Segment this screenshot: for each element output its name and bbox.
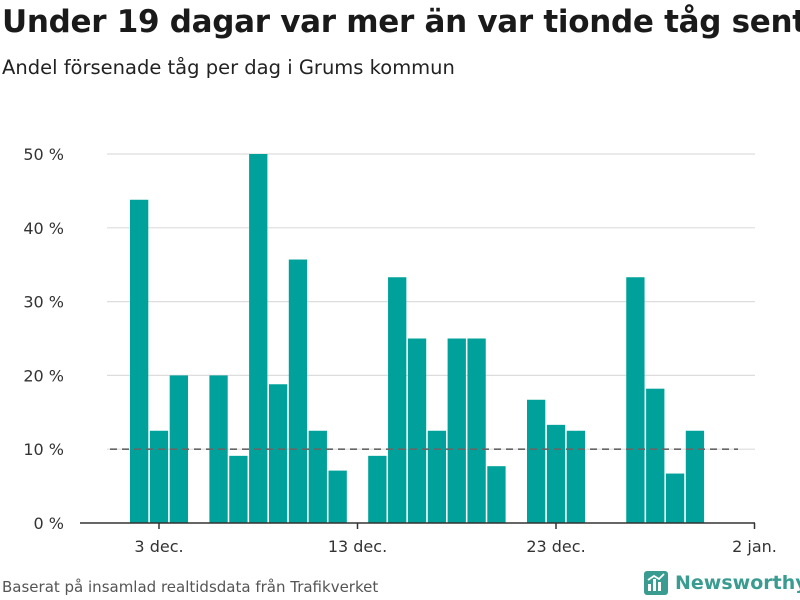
newsworthy-logo-icon: [644, 571, 668, 595]
bar: [149, 430, 169, 523]
bar: [249, 154, 268, 523]
source-note: Baserat på insamlad realtidsdata från Tr…: [2, 578, 379, 596]
newsworthy-logo-text: Newsworthy: [675, 572, 800, 594]
bar: [685, 430, 705, 523]
bar: [229, 455, 248, 523]
y-tick-label: 40 %: [23, 219, 64, 238]
bar: [368, 455, 387, 523]
bar: [427, 430, 447, 523]
bar: [646, 388, 665, 523]
x-tick-label: 2 jan.: [732, 537, 777, 556]
x-axis: [80, 522, 756, 529]
bar: [546, 424, 566, 523]
x-axis-labels: 3 dec. 13 dec. 23 dec. 2 jan.: [134, 537, 776, 556]
bar: [388, 277, 407, 523]
chart-subtitle: Andel försenade tåg per dag i Grums komm…: [2, 56, 455, 79]
y-tick-label: 10 %: [23, 440, 64, 459]
bar: [288, 259, 308, 523]
bar: [527, 399, 546, 523]
bar: [328, 470, 347, 523]
bar: [169, 375, 188, 523]
y-axis-labels: 0 % 10 % 20 % 30 % 40 % 50 %: [23, 145, 64, 533]
x-tick-label: 13 dec.: [328, 537, 387, 556]
bar: [487, 466, 506, 523]
bar: [447, 338, 466, 523]
y-tick-label: 50 %: [23, 145, 64, 164]
bar: [407, 338, 427, 523]
chart-title: Under 19 dagar var mer än var tionde tåg…: [2, 4, 800, 40]
bar: [268, 384, 288, 523]
bar: [467, 338, 486, 523]
x-tick-label: 23 dec.: [526, 537, 585, 556]
bar: [665, 473, 685, 523]
bar: [626, 277, 645, 523]
bars: [130, 154, 705, 524]
y-tick-label: 20 %: [23, 366, 64, 385]
y-tick-label: 0 %: [34, 514, 64, 533]
bar: [566, 430, 585, 523]
bar: [308, 430, 327, 523]
y-tick-label: 30 %: [23, 293, 64, 312]
x-tick-label: 3 dec.: [134, 537, 183, 556]
newsworthy-logo: Newsworthy: [643, 570, 800, 596]
bar: [130, 199, 149, 524]
